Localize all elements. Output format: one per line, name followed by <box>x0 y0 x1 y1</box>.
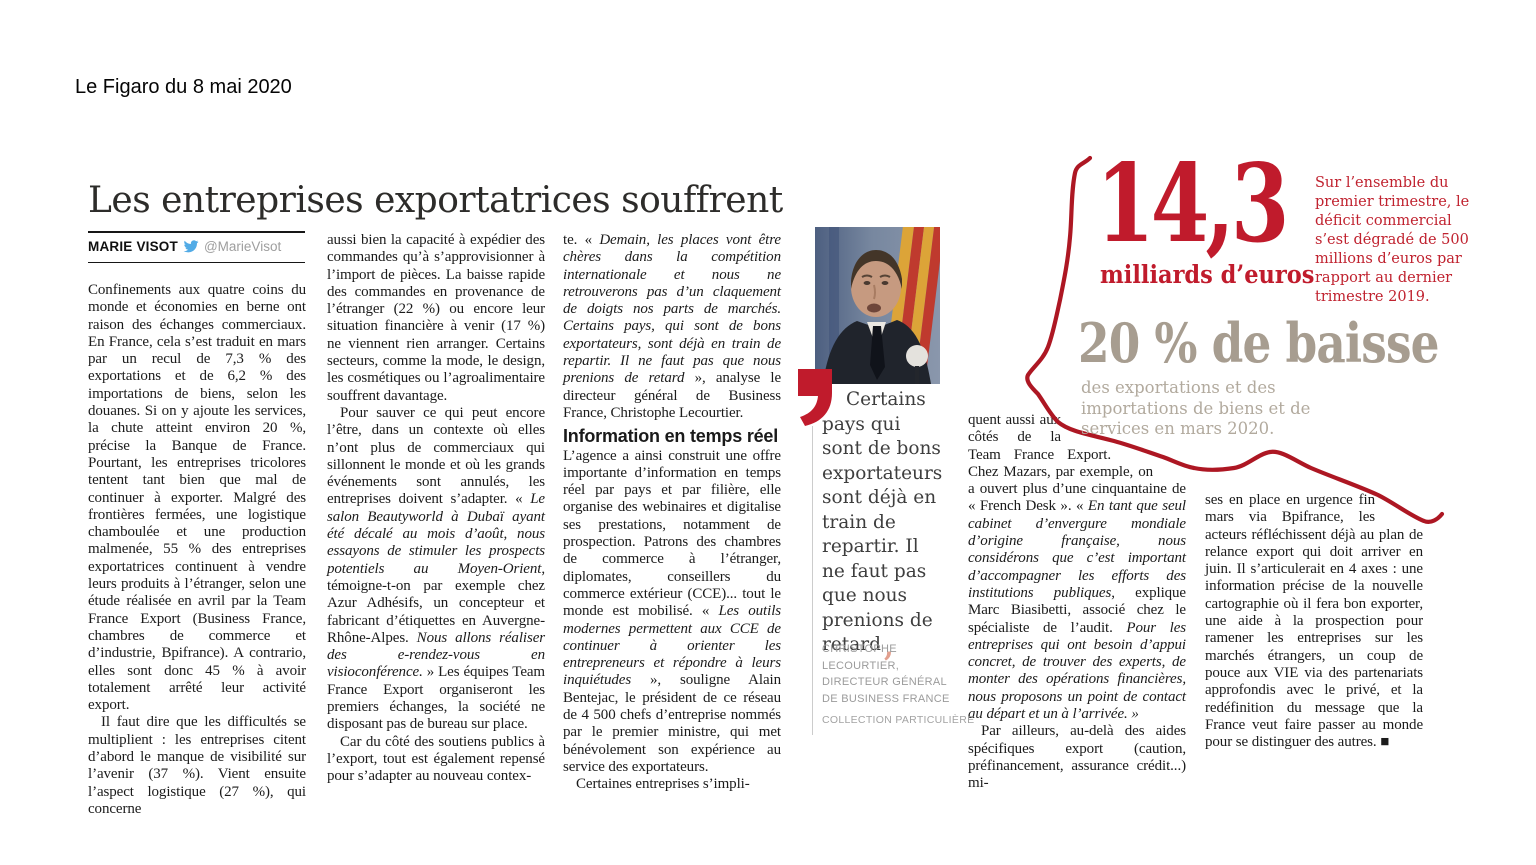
body-paragraph: Car du côté des soutiens publics à l’exp… <box>327 733 545 785</box>
body-paragraph: Pour sauver ce qui peut encore l’être, d… <box>327 404 545 733</box>
pull-quote: Certains pays qui sont de bons exportate… <box>822 388 944 661</box>
article-column-5: quent aussi aux côtés de la Team France … <box>968 412 1186 793</box>
body-paragraph: quent aussi aux côtés de la Team France … <box>968 412 1186 723</box>
article-column-3: te. « Demain, les places vont être chère… <box>563 232 781 794</box>
article-column-2: aussi bien la capacité à expédier des co… <box>327 232 545 786</box>
quote-divider-rule <box>812 426 813 735</box>
photo-credit: COLLECTION PARTICULIÈRE <box>822 714 975 726</box>
section-subhead: Information en temps réel <box>563 426 779 447</box>
deficit-unit: milliards d’euros <box>1100 260 1315 289</box>
declining-trend-line <box>1020 140 1450 530</box>
article-column-1: Confinements aux quatre coins du monde e… <box>88 282 306 818</box>
body-paragraph: Par ailleurs, au-delà des aides spécifiq… <box>968 723 1186 792</box>
body-paragraph: Il faut dire que les difficultés se mult… <box>88 714 306 817</box>
body-paragraph: ses en place en urgence fin mars via Bpi… <box>1205 492 1423 751</box>
deficit-big-number: 14,3 <box>1096 141 1289 267</box>
body-paragraph: aussi bien la capacité à expédier des co… <box>327 232 545 404</box>
article-headline: Les entreprises exportatrices souffrent <box>88 180 783 222</box>
portrait-photo <box>815 213 946 402</box>
source-line: Le Figaro du 8 mai 2020 <box>75 76 292 98</box>
decline-stat-caption: des exportations et des importations de … <box>1081 378 1311 438</box>
byline: MARIE VISOT @MarieVisot <box>88 231 305 263</box>
body-paragraph: L’agence a ainsi construit une offre imp… <box>563 447 781 775</box>
decline-stat: 20 % de baisse <box>1078 311 1440 375</box>
body-paragraph: Confinements aux quatre coins du monde e… <box>88 282 306 714</box>
body-paragraph: te. « Demain, les places vont être chère… <box>563 232 781 421</box>
twitter-handle: @MarieVisot <box>203 239 282 254</box>
pull-quote-text: Certains pays qui sont de bons exportate… <box>822 389 943 655</box>
closing-quote-mark: , <box>883 630 894 663</box>
article-column-6: ses en place en urgence fin mars via Bpi… <box>1205 492 1423 751</box>
body-paragraph: Certaines entreprises s’impli- <box>576 776 750 793</box>
microphone-icon <box>906 345 928 367</box>
deficit-side-note: Sur l’ensemble du premier trimestre, le … <box>1315 175 1470 305</box>
portrait-man <box>823 250 931 384</box>
twitter-icon <box>183 240 199 253</box>
opening-quote-icon <box>797 368 833 426</box>
quote-attribution: CHRISTOPHE LECOURTIER, DIRECTEUR GÉNÉRAL… <box>822 643 950 705</box>
author-name: MARIE VISOT <box>88 239 178 254</box>
